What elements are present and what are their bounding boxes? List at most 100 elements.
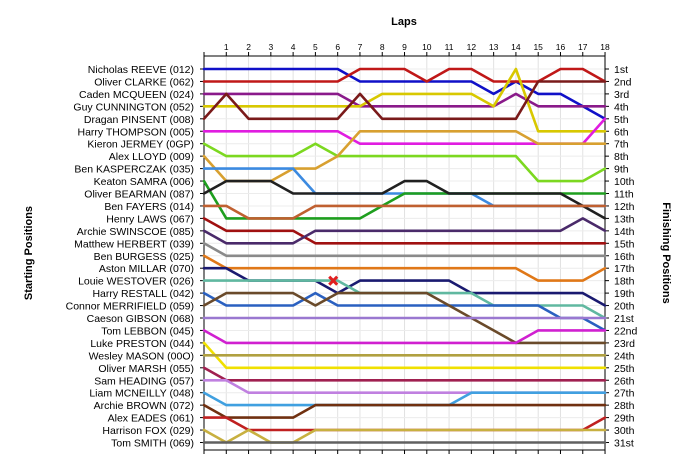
starting-position-label: Harrison FOX (029) [102,425,194,437]
starting-position-label: Oliver CLARKE (062) [94,76,194,88]
starting-position-label: Aston MILLAR (070) [99,263,194,275]
finishing-position-label: 5th [614,114,629,126]
cross-marker [328,275,339,286]
finishing-position-label: 20th [614,301,635,313]
x-tick-label: 8 [380,42,385,52]
finishing-position-label: 16th [614,251,635,263]
finishing-position-label: 26th [614,375,635,387]
starting-position-label: Archie BROWN (072) [94,400,194,412]
starting-position-label: Alex EADES (061) [108,413,194,425]
series-line [202,80,607,121]
series-line [202,204,607,220]
finishing-position-label: 3rd [614,89,629,101]
x-tick-label: 17 [578,42,588,52]
finishing-position-label: 4th [614,101,629,113]
finishing-position-label: 10th [614,176,635,188]
x-tick-label: 15 [533,42,543,52]
finishing-position-label: 29th [614,413,635,425]
x-tick-label: 7 [358,42,363,52]
x-axis-title: Laps [391,16,417,28]
starting-position-label: Oliver BEARMAN (087) [84,189,194,201]
finishing-position-label: 11th [614,189,634,201]
starting-position-label: Wesley MASON (00O) [89,350,194,362]
starting-position-label: Tom SMITH (069) [111,438,194,450]
starting-position-label: Liam MCNEILLY (048) [89,388,194,400]
x-tick-label: 14 [511,42,521,52]
starting-position-label: Ben BURGESS (025) [94,251,194,263]
series-line [202,142,607,183]
starting-position-label: Ben KASPERCZAK (035) [74,164,194,176]
series-line [202,217,607,245]
finishing-position-label: 14th [614,226,635,238]
starting-position-label: Kieron JERMEY (0GP) [87,139,194,151]
x-tick-label: 10 [422,42,432,52]
finishing-position-label: 6th [614,126,629,138]
starting-position-label: Matthew HERBERT (039) [74,238,194,250]
starting-position-label: Harry THOMPSON (005) [78,126,195,138]
x-tick-label: 13 [489,42,499,52]
finishing-position-label: 8th [614,151,629,163]
starting-position-label: Alex LLOYD (009) [109,151,194,163]
series-line [202,341,607,370]
finishing-position-label: 15th [614,238,635,250]
x-tick-label: 1 [224,42,229,52]
x-tick-label: 9 [402,42,407,52]
starting-position-label: Sam HEADING (057) [94,375,194,387]
series-line [202,67,607,133]
finishing-position-label: 24th [614,350,635,362]
starting-position-label: Ben FAYERS (014) [104,201,194,213]
starting-position-label: Louie WESTOVER (026) [78,276,194,288]
starting-position-label: Caden MCQUEEN (024) [79,89,194,101]
finishing-position-label: 23rd [614,338,635,350]
annotations [328,275,339,286]
finishing-position-label: 18th [614,276,635,288]
x-tick-label: 16 [556,42,566,52]
starting-position-label: Caeson GIBSON (068) [87,313,194,325]
finishing-position-label: 13th [614,213,635,225]
x-tick-labels: 1 2 3 4 5 6 7 8 9 10 11 12 13 14 15 16 17 18 [224,42,610,52]
y-axis-title-left: Starting Positions [23,206,35,300]
starting-position-label: Oliver MARSH (055) [98,363,194,375]
starting-position-label: Keaton SAMRA (006) [94,176,194,188]
series-line [202,403,607,419]
starting-position-label: Guy CUNNINGTON (052) [73,101,194,113]
starting-position-label: Archie SWINSCOE (085) [77,226,194,238]
x-tick-label: 11 [445,42,454,52]
finishing-position-label: 21st [614,313,634,325]
finishing-position-label: 7th [614,139,629,151]
finishing-position-label: 22nd [614,325,638,337]
x-tick-label: 4 [291,42,296,52]
finishing-position-label: 9th [614,164,629,176]
finishing-position-label: 1st [614,64,628,76]
series-line [202,291,607,345]
starting-position-label: Dragan PINSENT (008) [84,114,194,126]
series-line [202,179,607,220]
finishing-position-label: 12th [614,201,635,213]
y-axis-title-right: Finishing Positions [660,202,672,303]
starting-position-label: Connor MERRIFIELD (059) [66,301,194,313]
series-line [202,329,607,345]
series-line [202,217,607,245]
finishing-position-labels: 1st2nd3rd4th5th6th7th8th9th10th11th12th1… [614,64,638,450]
starting-position-label: Henry LAWS (067) [106,213,194,225]
finishing-position-label: 30th [614,425,635,437]
x-tick-label: 3 [268,42,273,52]
series-line [202,291,607,332]
x-tick-label: 5 [313,42,318,52]
starting-position-label: Harry RESTALL (042) [92,288,194,300]
plot-frame [203,55,606,451]
starting-position-label: Tom LEBBON (045) [101,325,194,337]
finishing-position-label: 2nd [614,76,632,88]
series-line [202,92,607,108]
finishing-position-label: 19th [614,288,635,300]
starting-position-label: Nicholas REEVE (012) [88,64,194,76]
x-tick-label: 2 [246,42,251,52]
finishing-position-label: 27th [614,388,635,400]
series-line [202,254,607,282]
x-tick-label: 18 [600,42,610,52]
starting-position-label: Luke PRESTON (044) [90,338,194,350]
starting-position-labels: Nicholas REEVE (012)Oliver CLARKE (062)C… [66,64,194,450]
finishing-position-label: 17th [614,263,635,275]
